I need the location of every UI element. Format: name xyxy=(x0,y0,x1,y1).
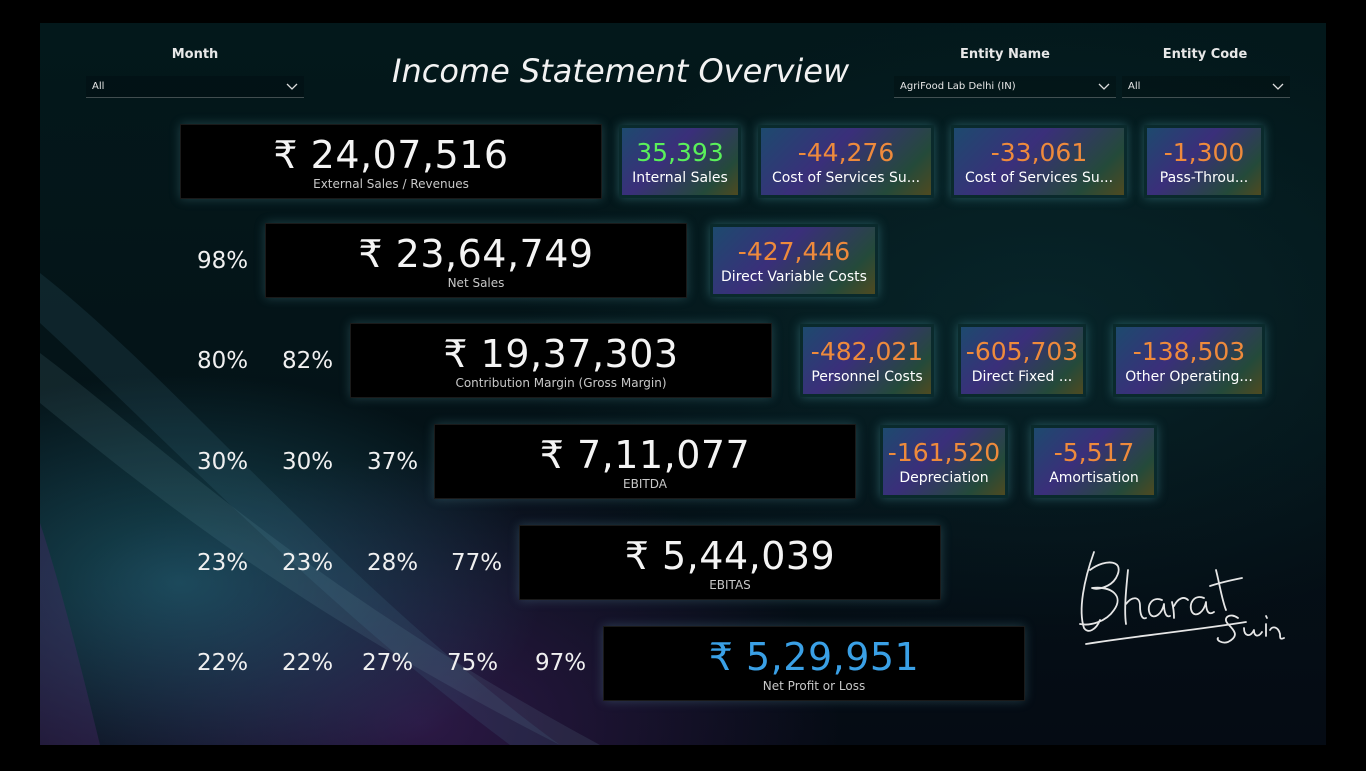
personnel-costs-value: -482,021 xyxy=(810,336,924,366)
cost-of-services-1-label: Cost of Services Su... xyxy=(771,169,921,186)
percentage-value: 82% xyxy=(282,348,334,374)
depreciation-label: Depreciation xyxy=(899,469,989,486)
amortisation-value: -5,517 xyxy=(1053,437,1135,467)
entity-name-slicer-value: AgriFood Lab Delhi (IN) xyxy=(900,81,1016,92)
direct-fixed-label: Direct Fixed ... xyxy=(971,368,1073,385)
entity-code-slicer[interactable]: All xyxy=(1122,76,1290,98)
percentage-value: 22% xyxy=(282,650,334,676)
percentage-value: 23% xyxy=(197,550,249,576)
net-sales-card: ₹ 23,64,749 Net Sales xyxy=(265,223,687,298)
depreciation-value: -161,520 xyxy=(887,437,1001,467)
chevron-down-icon xyxy=(1272,83,1284,90)
percentage-value: 22% xyxy=(197,650,249,676)
direct-fixed-kpi[interactable]: -605,703 Direct Fixed ... xyxy=(958,324,1086,397)
entity-name-filter-label: Entity Name xyxy=(959,47,1051,62)
pass-through-value: -1,300 xyxy=(1163,137,1245,167)
percentage-value: 30% xyxy=(197,449,249,475)
external-sales-card: ₹ 24,07,516 External Sales / Revenues xyxy=(180,124,602,199)
cost-of-services-2-label: Cost of Services Su... xyxy=(964,169,1114,186)
other-operating-label: Other Operating... xyxy=(1125,368,1253,385)
other-operating-kpi[interactable]: -138,503 Other Operating... xyxy=(1113,324,1265,397)
month-slicer[interactable]: All xyxy=(86,76,304,98)
month-filter-label: Month xyxy=(171,47,219,62)
page-title: Income Statement Overview xyxy=(392,52,850,90)
cost-of-services-1-value: -44,276 xyxy=(797,137,895,167)
contribution-margin-value: ₹ 19,37,303 xyxy=(443,331,679,376)
net-sales-value: ₹ 23,64,749 xyxy=(358,231,594,276)
month-slicer-value: All xyxy=(92,81,105,92)
percentage-value: 98% xyxy=(197,248,249,274)
direct-fixed-value: -605,703 xyxy=(965,336,1079,366)
ebitda-card: ₹ 7,11,077 EBITDA xyxy=(434,424,856,499)
percentage-value: 28% xyxy=(367,550,419,576)
ebitda-label: EBITDA xyxy=(623,476,667,491)
net-sales-label: Net Sales xyxy=(447,275,505,290)
percentage-value: 77% xyxy=(451,550,503,576)
contribution-margin-card: ₹ 19,37,303 Contribution Margin (Gross M… xyxy=(350,323,772,398)
ebitas-value: ₹ 5,44,039 xyxy=(624,533,836,578)
ebitas-label: EBITAS xyxy=(709,577,751,592)
chevron-down-icon xyxy=(286,83,298,90)
ebitas-card: ₹ 5,44,039 EBITAS xyxy=(519,525,941,600)
external-sales-label: External Sales / Revenues xyxy=(313,176,469,191)
internal-sales-label: Internal Sales xyxy=(632,169,728,186)
background-swoosh xyxy=(40,273,600,745)
contribution-margin-label: Contribution Margin (Gross Margin) xyxy=(455,375,667,390)
pass-through-label: Pass-Throu... xyxy=(1159,169,1249,186)
signature-image xyxy=(1079,551,1285,645)
entity-code-slicer-value: All xyxy=(1128,81,1141,92)
percentage-value: 80% xyxy=(197,348,249,374)
percentage-value: 30% xyxy=(282,449,334,475)
cost-of-services-2-kpi[interactable]: -33,061 Cost of Services Su... xyxy=(951,125,1127,198)
direct-variable-costs-value: -427,446 xyxy=(737,236,851,266)
entity-code-filter-label: Entity Code xyxy=(1162,47,1248,62)
ebitda-value: ₹ 7,11,077 xyxy=(539,432,751,477)
cost-of-services-2-value: -33,061 xyxy=(990,137,1088,167)
percentage-value: 27% xyxy=(362,650,414,676)
direct-variable-costs-kpi[interactable]: -427,446 Direct Variable Costs xyxy=(710,224,878,297)
pass-through-kpi[interactable]: -1,300 Pass-Throu... xyxy=(1144,125,1264,198)
personnel-costs-kpi[interactable]: -482,021 Personnel Costs xyxy=(800,324,934,397)
depreciation-kpi[interactable]: -161,520 Depreciation xyxy=(880,425,1008,498)
entity-name-slicer[interactable]: AgriFood Lab Delhi (IN) xyxy=(894,76,1116,98)
net-profit-label: Net Profit or Loss xyxy=(762,678,866,693)
percentage-value: 75% xyxy=(447,650,499,676)
external-sales-value: ₹ 24,07,516 xyxy=(273,132,509,177)
amortisation-kpi[interactable]: -5,517 Amortisation xyxy=(1031,425,1157,498)
amortisation-label: Amortisation xyxy=(1049,469,1139,486)
chevron-down-icon xyxy=(1098,83,1110,90)
percentage-value: 97% xyxy=(535,650,587,676)
direct-variable-costs-label: Direct Variable Costs xyxy=(721,268,867,285)
net-profit-card: ₹ 5,29,951 Net Profit or Loss xyxy=(603,626,1025,701)
net-profit-value: ₹ 5,29,951 xyxy=(708,634,920,679)
cost-of-services-1-kpi[interactable]: -44,276 Cost of Services Su... xyxy=(758,125,934,198)
percentage-value: 23% xyxy=(282,550,334,576)
percentage-value: 37% xyxy=(367,449,419,475)
internal-sales-value: 35,393 xyxy=(636,137,724,167)
internal-sales-kpi[interactable]: 35,393 Internal Sales xyxy=(619,125,741,198)
other-operating-value: -138,503 xyxy=(1132,336,1246,366)
personnel-costs-label: Personnel Costs xyxy=(811,368,923,385)
